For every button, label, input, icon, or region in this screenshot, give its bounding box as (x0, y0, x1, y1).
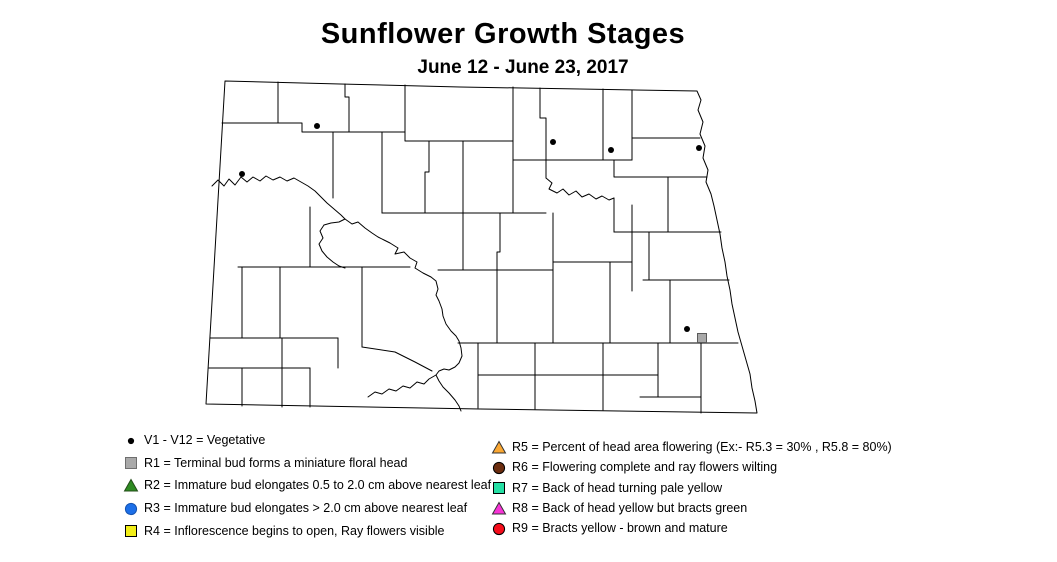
r8-triangle-icon (490, 501, 507, 516)
legend-label-r7: R7 = Back of head turning pale yellow (512, 480, 723, 495)
legend-label-r4: R4 = Inflorescence begins to open, Ray f… (144, 523, 445, 538)
legend-label-r2: R2 = Immature bud elongates 0.5 to 2.0 c… (144, 478, 492, 493)
r4-square-icon (122, 523, 139, 538)
page-subtitle: June 12 - June 23, 2017 (417, 57, 629, 78)
legend-label-r5: R5 = Percent of head area flowering (Ex:… (512, 440, 892, 455)
legend-item-r7: R7 = Back of head turning pale yellow (490, 478, 892, 498)
legend-label-r3: R3 = Immature bud elongates > 2.0 cm abo… (144, 501, 468, 516)
legend-label-v: V1 - V12 = Vegetative (144, 433, 266, 448)
map-marker-r1-square (697, 333, 707, 343)
legend-item-r8: R8 = Back of head yellow but bracts gree… (490, 498, 892, 518)
legend-label-r9: R9 = Bracts yellow - brown and mature (512, 521, 728, 536)
r3-circle-icon (122, 501, 139, 516)
r9-circle-icon (490, 521, 507, 536)
legend-label-r6: R6 = Flowering complete and ray flowers … (512, 460, 778, 475)
legend-item-r9: R9 = Bracts yellow - brown and mature (490, 518, 892, 538)
legend-item-r1: R1 = Terminal bud forms a miniature flor… (122, 452, 491, 475)
map-marker-vegetative-dot (550, 139, 556, 145)
r1-square-icon (122, 455, 139, 470)
map-marker-vegetative-dot (696, 145, 702, 151)
legend-item-r4: R4 = Inflorescence begins to open, Ray f… (122, 519, 491, 542)
legend-label-r1: R1 = Terminal bud forms a miniature flor… (144, 455, 408, 470)
legend-item-r5: R5 = Percent of head area flowering (Ex:… (490, 437, 892, 457)
v-dot-icon (122, 433, 139, 448)
legend-item-r3: R3 = Immature bud elongates > 2.0 cm abo… (122, 497, 491, 520)
map-marker-vegetative-dot (684, 326, 690, 332)
map-markers-layer (239, 123, 707, 343)
legend-column-right: R5 = Percent of head area flowering (Ex:… (490, 437, 892, 538)
r6-circle-icon (490, 460, 507, 475)
map-marker-vegetative-dot (314, 123, 320, 129)
legend-label-r8: R8 = Back of head yellow but bracts gree… (512, 501, 748, 516)
r2-triangle-icon (122, 478, 139, 493)
county-boundaries (208, 81, 739, 414)
state-outline (205, 80, 758, 414)
page-title: Sunflower Growth Stages (320, 18, 686, 50)
r7-square-icon (490, 480, 507, 495)
legend-item-v: V1 - V12 = Vegetative (122, 429, 491, 452)
r5-triangle-icon (490, 440, 507, 455)
map-marker-vegetative-dot (239, 171, 245, 177)
legend-item-r2: R2 = Immature bud elongates 0.5 to 2.0 c… (122, 474, 491, 497)
legend-column-left: V1 - V12 = Vegetative R1 = Terminal bud f… (122, 429, 491, 542)
legend-item-r6: R6 = Flowering complete and ray flowers … (490, 457, 892, 477)
map-marker-vegetative-dot (608, 147, 614, 153)
